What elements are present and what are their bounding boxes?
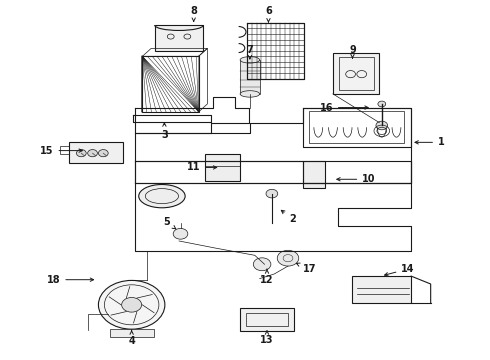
Text: 13: 13 <box>260 331 274 345</box>
Text: 17: 17 <box>296 263 316 274</box>
Circle shape <box>88 149 98 157</box>
Circle shape <box>376 121 388 130</box>
Ellipse shape <box>139 184 185 208</box>
Bar <box>247 23 304 78</box>
Text: 4: 4 <box>128 330 135 346</box>
Bar <box>110 329 154 337</box>
Text: 1: 1 <box>415 138 445 147</box>
Bar <box>333 53 379 94</box>
Text: 12: 12 <box>260 269 274 285</box>
Bar <box>303 161 325 188</box>
Circle shape <box>98 280 165 329</box>
Bar <box>240 309 294 330</box>
Circle shape <box>253 258 271 271</box>
Text: 7: 7 <box>246 45 253 59</box>
Circle shape <box>122 297 142 312</box>
Bar <box>69 142 123 163</box>
Bar <box>205 154 240 181</box>
Bar <box>339 57 373 90</box>
Bar <box>246 313 288 326</box>
Bar <box>143 56 198 112</box>
Text: 5: 5 <box>164 217 176 229</box>
Text: 15: 15 <box>40 145 82 156</box>
Text: 9: 9 <box>349 45 356 58</box>
Ellipse shape <box>240 57 260 63</box>
Circle shape <box>378 101 386 107</box>
Bar <box>240 60 260 94</box>
Circle shape <box>98 149 108 157</box>
Text: 2: 2 <box>281 210 296 224</box>
Circle shape <box>277 250 299 266</box>
Bar <box>352 276 411 303</box>
Text: 14: 14 <box>385 264 415 276</box>
Text: 6: 6 <box>265 6 272 22</box>
Bar <box>309 111 404 143</box>
Text: 10: 10 <box>337 174 376 184</box>
Text: 18: 18 <box>47 275 94 285</box>
Text: 8: 8 <box>190 6 197 22</box>
Text: 11: 11 <box>187 162 217 172</box>
Text: 16: 16 <box>319 103 368 113</box>
Ellipse shape <box>240 91 260 97</box>
Circle shape <box>266 189 278 198</box>
Bar <box>155 25 203 51</box>
Circle shape <box>173 228 188 239</box>
Bar <box>60 146 69 154</box>
Text: 3: 3 <box>161 123 168 140</box>
Circle shape <box>76 149 86 157</box>
